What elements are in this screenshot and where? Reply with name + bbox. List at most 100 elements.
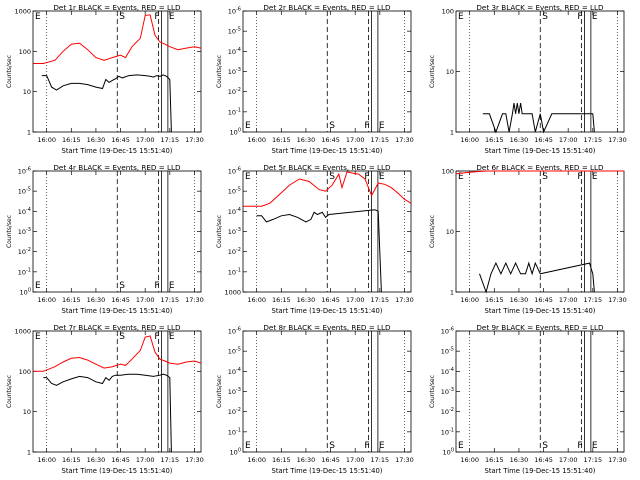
marker-label: F (577, 12, 582, 22)
marker-label: E (35, 12, 41, 22)
x-tick-label: 17:30 (608, 456, 627, 464)
y-tick-label: 10-4 (228, 367, 241, 376)
lld-series-line (456, 170, 624, 175)
y-tick-label: 100 (230, 448, 241, 457)
x-tick-label: 17:15 (583, 136, 602, 144)
marker-label: F (577, 172, 582, 182)
chart-title: Det 3r BLACK = Events, RED = LLD (476, 3, 604, 12)
marker-label: E (169, 281, 175, 291)
x-tick-label: 17:30 (185, 456, 204, 464)
x-tick-label: 17:30 (608, 296, 627, 304)
marker-label: S (329, 441, 335, 451)
y-tick-label: 1000 (14, 328, 31, 336)
y-tick-label: 1 (450, 129, 454, 137)
y-axis-label: Counts/sec (6, 55, 13, 88)
y-tick-label: 10-4 (228, 207, 241, 216)
chart-title: Det 9r BLACK = Events, RED = LLD (476, 323, 604, 332)
x-axis-label: Start Time (19-Dec-15 15:51:40) (62, 467, 173, 475)
x-tick-label: 17:00 (346, 136, 365, 144)
x-tick-label: 17:00 (346, 296, 365, 304)
x-tick-label: 16:45 (534, 136, 553, 144)
x-tick-label: 17:00 (346, 456, 365, 464)
marker-label: S (329, 172, 335, 182)
chart-panel: Det 6r BLACK = Events, RED = LLD E S F E 1 10 1… (426, 160, 639, 320)
x-tick-label: 17:30 (185, 136, 204, 144)
x-tick-label: 16:15 (62, 456, 81, 464)
events-series-line (479, 261, 595, 294)
marker-label: E (379, 121, 385, 131)
marker-label: F (364, 441, 369, 451)
chart-panel: Det 2r BLACK = Events, RED = LLD E S F E 100 1… (213, 0, 426, 160)
chart-title: Det 8r BLACK = Events, RED = LLD (263, 323, 391, 332)
events-series-line (256, 209, 382, 293)
marker-label: E (458, 441, 464, 451)
marker-label: E (245, 121, 251, 131)
chart-panel: Det 9r BLACK = Events, RED = LLD E S F E 100 1… (426, 320, 639, 480)
x-tick-label: 16:45 (321, 136, 340, 144)
y-tick-label: 10-2 (228, 87, 241, 96)
x-tick-label: 17:00 (559, 296, 578, 304)
x-tick-label: 17:15 (370, 456, 389, 464)
y-tick-label: 100 (20, 288, 31, 297)
x-tick-label: 17:00 (559, 456, 578, 464)
x-tick-label: 17:30 (185, 296, 204, 304)
marker-label: F (154, 12, 159, 22)
marker-label: E (592, 441, 598, 451)
x-tick-label: 17:30 (608, 136, 627, 144)
chart-title: Det 5r BLACK = Events, RED = LLD (263, 163, 391, 172)
y-tick-label: 10-5 (228, 187, 241, 196)
x-tick-label: 17:15 (160, 456, 179, 464)
y-tick-label: 10-1 (228, 427, 241, 436)
y-tick-label: 100 (19, 368, 31, 376)
x-axis-label: Start Time (19-Dec-15 15:51:40) (272, 147, 383, 155)
y-axis-label: Counts/sec (216, 215, 223, 248)
x-axis-label: Start Time (19-Dec-15 15:51:40) (485, 467, 596, 475)
x-tick-label: 16:45 (321, 296, 340, 304)
lld-series-line (243, 171, 412, 207)
x-tick-label: 16:15 (62, 296, 81, 304)
y-tick-label: 100 (442, 168, 454, 176)
x-tick-label: 17:00 (136, 456, 155, 464)
y-tick-label: 1 (450, 289, 454, 297)
y-tick-label: 10-5 (441, 347, 454, 356)
x-tick-label: 16:30 (510, 456, 529, 464)
x-tick-label: 17:00 (136, 136, 155, 144)
marker-label: S (329, 121, 335, 131)
lld-series-line (33, 335, 202, 372)
marker-label: S (119, 281, 125, 291)
y-axis-label: Counts/sec (429, 215, 436, 248)
x-tick-label: 16:15 (272, 456, 291, 464)
marker-label: E (35, 281, 41, 291)
marker-label: S (119, 12, 125, 22)
chart-panel: Det 4r BLACK = Events, RED = LLD E S F E 100 1… (0, 160, 213, 320)
x-tick-label: 16:45 (111, 136, 130, 144)
marker-label: S (119, 332, 125, 342)
x-tick-label: 17:15 (370, 296, 389, 304)
y-tick-label: 10-2 (441, 407, 454, 416)
x-axis-label: Start Time (19-Dec-15 15:51:40) (272, 467, 383, 475)
x-tick-label: 16:00 (247, 456, 266, 464)
marker-label: E (245, 172, 251, 182)
y-axis-label: Counts/sec (429, 55, 436, 88)
x-axis-label: Start Time (19-Dec-15 15:51:40) (272, 307, 383, 315)
x-tick-label: 17:15 (370, 136, 389, 144)
y-tick-label: 10-2 (228, 407, 241, 416)
x-axis-label: Start Time (19-Dec-15 15:51:40) (62, 147, 173, 155)
marker-label: E (169, 12, 175, 22)
x-tick-label: 16:00 (37, 456, 56, 464)
y-tick-label: 1 (27, 129, 31, 137)
y-tick-label: 10-5 (228, 347, 241, 356)
x-tick-label: 16:15 (62, 136, 81, 144)
x-tick-label: 16:45 (321, 456, 340, 464)
x-tick-label: 16:00 (247, 136, 266, 144)
y-tick-label: 10-5 (228, 27, 241, 36)
x-tick-label: 16:00 (460, 136, 479, 144)
y-tick-label: 10 (446, 228, 454, 236)
marker-label: E (458, 172, 464, 182)
y-tick-label: 10-2 (18, 247, 31, 256)
